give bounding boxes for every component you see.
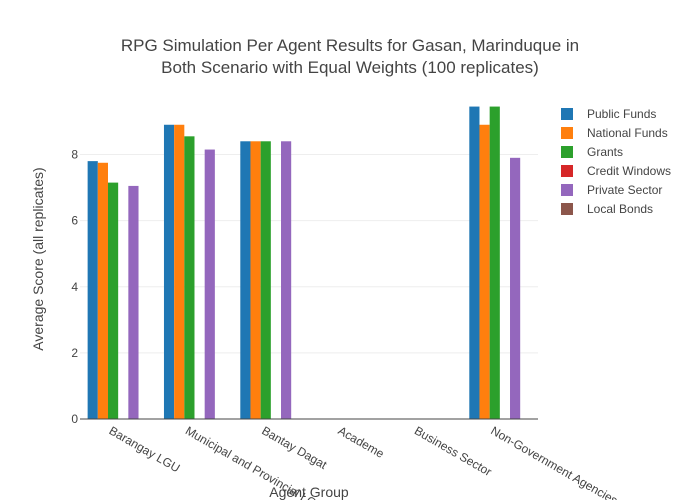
legend-label: Credit Windows — [587, 164, 671, 178]
bar — [128, 185, 139, 419]
y-axis-title: Average Score (all replicates) — [30, 167, 46, 350]
x-tick-label: Bantay Dagat — [259, 423, 330, 472]
legend-item[interactable]: Private Sector — [561, 183, 662, 197]
legend-swatch — [561, 184, 573, 196]
bar — [204, 149, 215, 419]
bar — [510, 157, 521, 419]
x-tick-label: Barangay LGU — [107, 423, 183, 475]
legend-item[interactable]: Public Funds — [561, 107, 656, 121]
x-tick-label: Academe — [336, 423, 387, 461]
legend-label: Local Bonds — [587, 202, 653, 216]
legend-swatch — [561, 127, 573, 139]
y-tick-label: 0 — [71, 412, 78, 426]
legend-item[interactable]: National Funds — [561, 126, 668, 140]
gridlines — [80, 154, 538, 354]
legend-swatch — [561, 108, 573, 120]
x-axis-title: Agent Group — [269, 484, 349, 500]
legend-item[interactable]: Local Bonds — [561, 202, 653, 216]
legend-label: Private Sector — [587, 183, 662, 197]
bars — [87, 106, 521, 420]
bar — [163, 124, 175, 420]
legend-swatch — [561, 165, 573, 177]
x-tick-label: Business Sector — [412, 423, 494, 478]
legend-label: Grants — [587, 145, 623, 159]
y-tick-label: 2 — [71, 346, 78, 360]
y-tick-label: 4 — [71, 280, 78, 294]
bar — [174, 124, 185, 420]
chart-title-line-2: Both Scenario with Equal Weights (100 re… — [161, 58, 539, 77]
bar — [87, 161, 98, 420]
bar — [184, 136, 195, 419]
y-tick-label: 8 — [71, 148, 78, 162]
bar — [250, 141, 261, 420]
legend-swatch — [561, 146, 573, 158]
bar — [240, 141, 251, 420]
y-tick-label: 6 — [71, 214, 78, 228]
legend-swatch — [561, 203, 573, 215]
y-tick-labels: 0 2 4 6 8 — [71, 148, 78, 426]
bar — [260, 141, 271, 420]
legend[interactable]: Public Funds National Funds Grants Credit W… — [561, 107, 671, 216]
bar — [489, 106, 500, 420]
bar — [281, 141, 292, 420]
legend-item[interactable]: Grants — [561, 145, 623, 159]
x-tick-label: Non-Government Agencies — [488, 423, 620, 500]
bar — [97, 162, 108, 419]
chart-title: RPG Simulation Per Agent Results for Gas… — [121, 36, 579, 77]
legend-label: National Funds — [587, 126, 668, 140]
x-tick-labels: Barangay LGU Municipal and Provincial LGU… — [107, 423, 620, 500]
legend-label: Public Funds — [587, 107, 656, 121]
legend-item[interactable]: Credit Windows — [561, 164, 671, 178]
bar — [107, 182, 119, 419]
bar — [469, 106, 480, 420]
bar — [479, 124, 490, 420]
chart-title-line-1: RPG Simulation Per Agent Results for Gas… — [121, 36, 579, 55]
